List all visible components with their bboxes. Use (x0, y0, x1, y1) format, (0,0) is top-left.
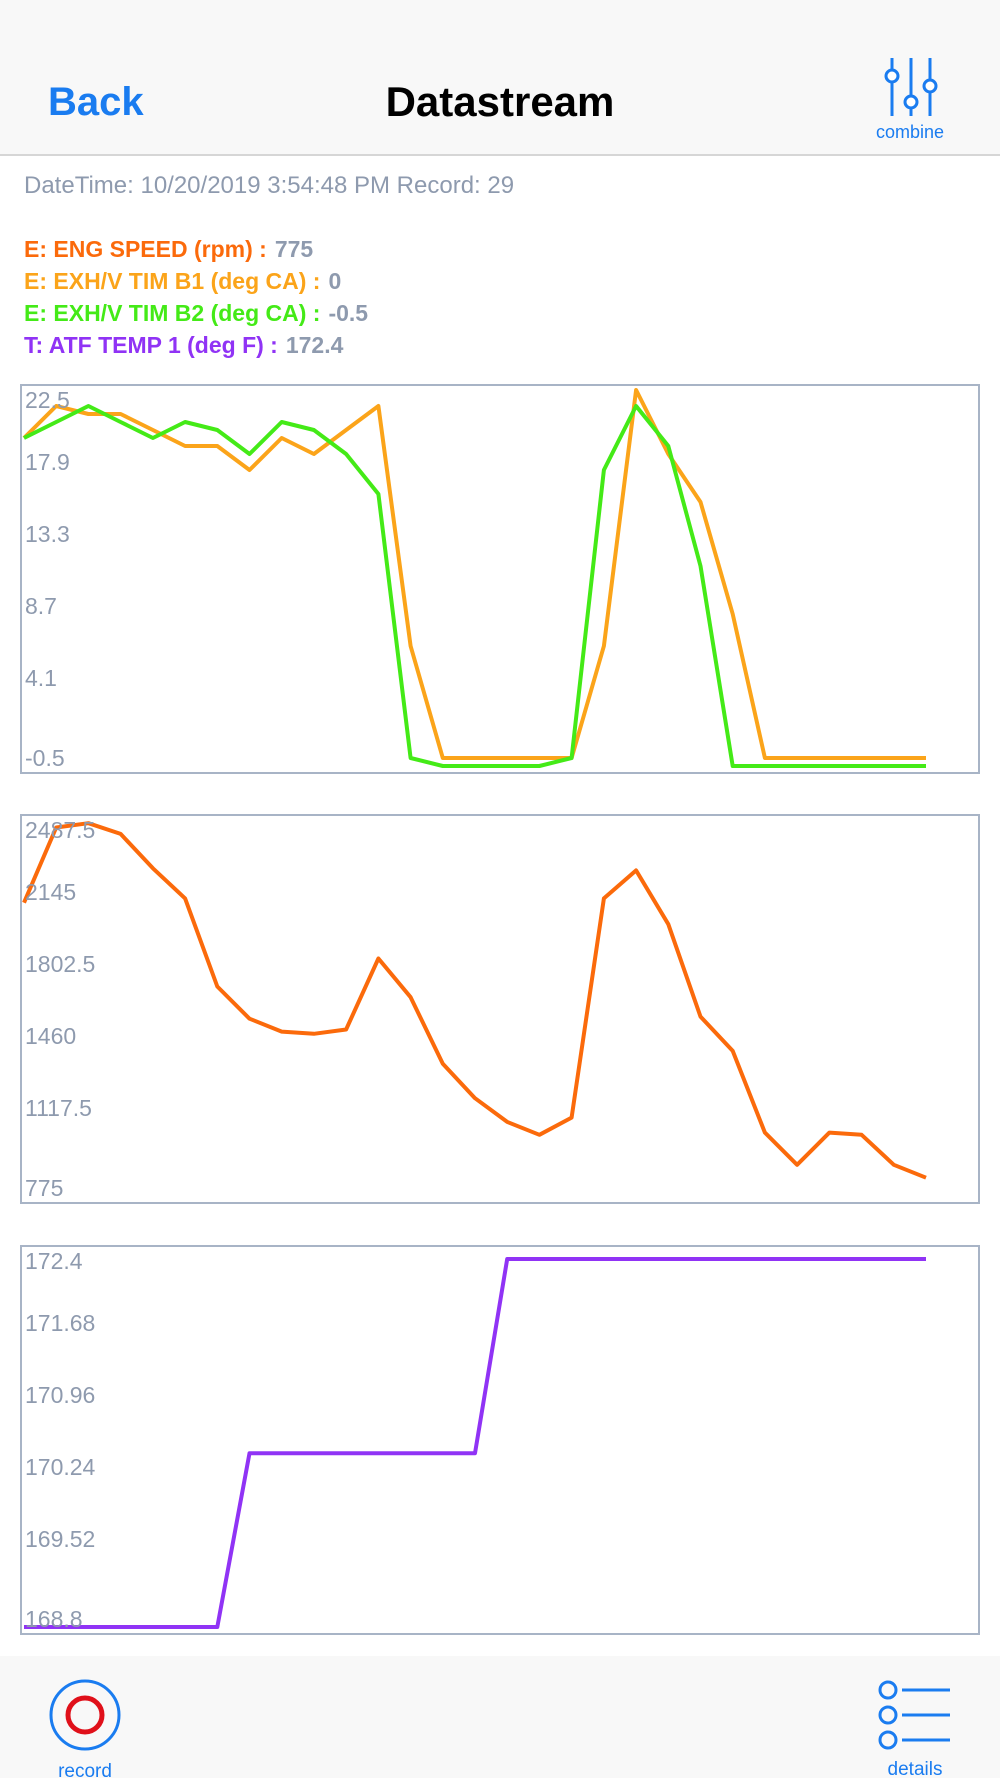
details-label: details (887, 1759, 943, 1780)
y-tick-label: 169.52 (25, 1526, 95, 1552)
legend-row-eng-speed: E: ENG SPEED (rpm) : 775 (24, 236, 368, 268)
legend-row-atf-temp: T: ATF TEMP 1 (deg F) : 172.4 (24, 332, 368, 364)
y-tick-label: 171.68 (25, 1310, 95, 1336)
datetime-record-info: DateTime: 10/20/2019 3:54:48 PM Record: … (24, 172, 515, 199)
chart-atf-temp-plot: 172.4 171.68 170.96 170.24 169.52 168.8 (24, 1248, 926, 1632)
record-icon (49, 1679, 121, 1751)
chart-atf-temp[interactable]: 172.4 171.68 170.96 170.24 169.52 168.8 (20, 1245, 980, 1635)
navigation-bar: Back Datastream combine (0, 0, 1000, 156)
series-line-0 (22, 821, 927, 1180)
y-tick-label: 8.7 (25, 593, 57, 619)
legend-row-exh-tim-b1: E: EXH/V TIM B1 (deg CA) : 0 (24, 268, 368, 300)
combine-label: combine (875, 122, 945, 142)
legend-value: -0.5 (328, 300, 369, 326)
y-tick-label: 13.3 (25, 521, 70, 547)
y-tick-label: 172.4 (25, 1248, 83, 1274)
list-icon (878, 1680, 950, 1750)
legend-value: 172.4 (285, 332, 344, 358)
y-tick-label: 1117.5 (25, 1095, 92, 1121)
y-tick-label: 775 (25, 1175, 63, 1201)
y-tick-label: 170.24 (25, 1454, 96, 1480)
bottom-toolbar: record details (0, 1656, 1000, 1782)
series-line-1 (23, 404, 926, 768)
back-button[interactable]: Back (48, 80, 144, 124)
legend-value: 0 (328, 268, 342, 294)
legend-value: 775 (274, 236, 314, 262)
sliders-icon (884, 58, 938, 116)
legend: E: ENG SPEED (rpm) : 775 E: EXH/V TIM B1 … (24, 236, 368, 364)
legend-label: E: EXH/V TIM B1 (deg CA) : (24, 268, 321, 294)
record-ring (65, 1695, 105, 1735)
y-tick-label: 1802.5 (25, 951, 95, 977)
record-label: record (58, 1761, 112, 1782)
details-button[interactable]: details (872, 1680, 958, 1781)
y-tick-label: -0.5 (25, 745, 65, 771)
y-tick-label: 2487.5 (25, 817, 95, 843)
chart-engine-speed-plot: 2487.5 2145 1802.5 1460 1117.5 775 (22, 817, 927, 1201)
y-tick-label: 1460 (25, 1023, 76, 1049)
legend-row-exh-tim-b2: E: EXH/V TIM B2 (deg CA) : -0.5 (24, 300, 368, 332)
record-button[interactable]: record (46, 1678, 124, 1783)
legend-label: E: ENG SPEED (rpm) : (24, 236, 267, 262)
y-tick-label: 4.1 (25, 665, 57, 691)
y-tick-label: 22.5 (25, 387, 70, 413)
chart-exhaust-timing[interactable]: 22.5 17.9 13.3 8.7 4.1 -0.5 (20, 384, 980, 774)
y-tick-label: 17.9 (25, 449, 70, 475)
combine-button[interactable]: combine (860, 56, 960, 150)
y-tick-label: 170.96 (25, 1382, 95, 1408)
series-line-0 (22, 388, 926, 760)
series-line-0 (24, 1257, 926, 1629)
y-tick-label: 168.8 (25, 1606, 83, 1632)
page-title: Datastream (385, 78, 615, 125)
y-tick-label: 2145 (25, 879, 76, 905)
legend-label: T: ATF TEMP 1 (deg F) : (24, 332, 278, 358)
chart-exhaust-timing-plot: 22.5 17.9 13.3 8.7 4.1 -0.5 (22, 387, 926, 771)
legend-label: E: EXH/V TIM B2 (deg CA) : (24, 300, 321, 326)
chart-engine-speed[interactable]: 2487.5 2145 1802.5 1460 1117.5 775 (20, 814, 980, 1204)
